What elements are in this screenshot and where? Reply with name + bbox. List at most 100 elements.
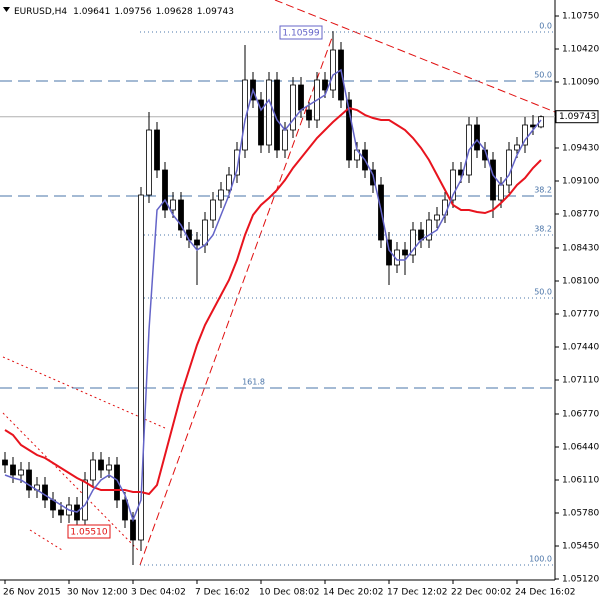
- candle-body: [258, 99, 264, 146]
- candle-body: [138, 194, 144, 541]
- current-price-label: 1.09743: [559, 112, 596, 122]
- candle-body: [178, 199, 184, 231]
- y-tick-label: 1.06110: [562, 476, 599, 486]
- channel-line: [29, 529, 63, 551]
- candle-body: [10, 464, 16, 476]
- trend-line: [274, 0, 556, 113]
- candle-body: [450, 169, 456, 201]
- fib-label: 50.0: [534, 288, 552, 297]
- candle-body: [306, 109, 312, 121]
- candle-body: [130, 519, 136, 541]
- header: EURUSD,H4 1.09641 1.09756 1.09628 1.09743: [14, 7, 234, 17]
- y-tick-label: 1.08430: [562, 244, 599, 254]
- x-tick-label: 17 Dec 12:02: [387, 588, 448, 598]
- candle-body: [210, 199, 216, 221]
- candle-body: [490, 159, 496, 201]
- candle-body: [122, 499, 128, 521]
- y-tick-label: 1.08100: [562, 277, 599, 287]
- y-tick-label: 1.05120: [562, 575, 599, 585]
- open: 1.09641: [73, 7, 110, 17]
- menu-arrow[interactable]: [3, 7, 10, 12]
- candle-body: [234, 149, 240, 176]
- trend-lines: [2, 0, 556, 566]
- candle-body: [154, 129, 160, 171]
- x-tick-label: 22 Dec 00:02: [451, 588, 512, 598]
- y-tick-label: 1.05780: [562, 509, 599, 519]
- y-tick-label: 1.08770: [562, 210, 599, 220]
- candle-body: [2, 459, 8, 466]
- x-tick-label: 30 Nov 12:00: [67, 588, 128, 598]
- candle-body: [90, 459, 96, 481]
- y-tick-label: 1.10750: [562, 12, 599, 22]
- x-tick-label: 10 Dec 08:02: [259, 588, 320, 598]
- candle-body: [442, 199, 448, 216]
- candle-body: [226, 174, 232, 191]
- candle-body: [266, 79, 272, 146]
- candle-body: [474, 124, 480, 151]
- candle-body: [170, 199, 176, 211]
- y-tick-label: 1.07110: [562, 376, 599, 386]
- candle-body: [514, 144, 520, 151]
- candle-body: [82, 479, 88, 521]
- candle-body: [290, 84, 296, 131]
- candle-body: [538, 116, 544, 128]
- candle-body: [146, 129, 152, 196]
- fib-label: 50.0: [534, 71, 552, 80]
- high: 1.09756: [114, 7, 151, 17]
- y-tick-label: 1.09430: [562, 144, 599, 154]
- candle-body: [402, 249, 408, 256]
- candle-body: [346, 99, 352, 161]
- low: 1.09628: [156, 7, 193, 17]
- candle-body: [498, 184, 504, 201]
- candle-body: [330, 49, 336, 91]
- y-tick-label: 1.06440: [562, 443, 599, 453]
- x-tick-label: 14 Dec 20:02: [323, 588, 384, 598]
- candle-body: [106, 464, 112, 471]
- close: 1.09743: [197, 7, 234, 17]
- candle-body: [298, 84, 304, 111]
- channel-line: [2, 412, 139, 551]
- y-tick-label: 1.06770: [562, 410, 599, 420]
- y-tick-label: 1.05450: [562, 542, 599, 552]
- candle-body: [522, 124, 528, 146]
- x-tick-label: 26 Nov 2015: [3, 588, 61, 598]
- candle-body: [410, 229, 416, 256]
- x-tick-label: 3 Dec 04:02: [131, 588, 186, 598]
- candle-body: [42, 484, 48, 501]
- x-tick-label: 24 Dec 16:02: [515, 588, 576, 598]
- y-tick-label: 1.07440: [562, 343, 599, 353]
- fib-label: 38.2: [534, 225, 552, 234]
- fib-label: 100.0: [529, 555, 552, 564]
- price-label-box: [279, 25, 323, 40]
- trend-line: [139, 34, 334, 566]
- candle-body: [114, 464, 120, 501]
- y-tick-label: 1.09100: [562, 177, 599, 187]
- y-tick-label: 1.10420: [562, 45, 599, 55]
- candle-body: [202, 219, 208, 246]
- current-price-box: [555, 110, 599, 124]
- candle-body: [162, 169, 168, 211]
- moving-average: [4, 68, 542, 523]
- fib-label: 161.8: [242, 378, 265, 387]
- price-label-box: [67, 524, 111, 539]
- candle-body: [506, 149, 512, 186]
- candle-body: [218, 189, 224, 201]
- candle-body: [58, 509, 64, 516]
- candle-body: [338, 49, 344, 101]
- fib-label: 0.0: [539, 22, 552, 31]
- candle-body: [98, 459, 104, 471]
- candle-body: [194, 239, 200, 246]
- y-tick-label: 1.07770: [562, 310, 599, 320]
- y-tick-label: 1.10090: [562, 78, 599, 88]
- price-label: 1.10599: [282, 29, 319, 39]
- candle-body: [242, 79, 248, 151]
- candle-body: [434, 214, 440, 221]
- candle-body: [26, 469, 32, 491]
- candle-body: [282, 129, 288, 151]
- symbol: EURUSD,H4: [14, 7, 67, 17]
- fib-label: 38.2: [534, 186, 552, 195]
- candle-body: [322, 79, 328, 91]
- x-tick-label: 7 Dec 16:02: [195, 588, 250, 598]
